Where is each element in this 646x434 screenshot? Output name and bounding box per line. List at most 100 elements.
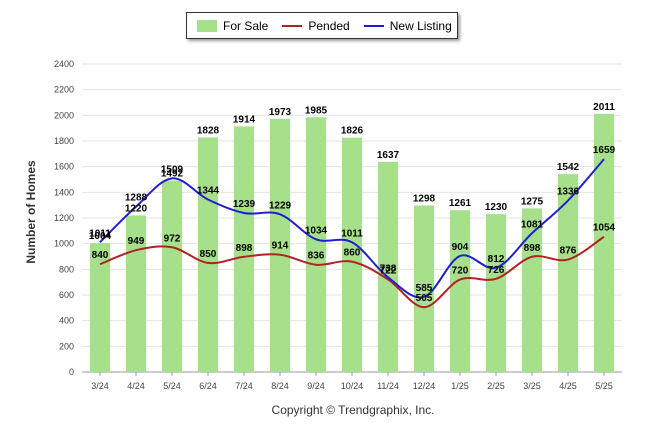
bar (161, 180, 183, 372)
legend-swatch-pended (282, 24, 303, 27)
x-tick-label: 6/24 (199, 381, 217, 391)
line-data-label: 836 (308, 251, 325, 262)
bar-data-label: 1220 (125, 203, 148, 214)
x-tick-label: 2/25 (487, 381, 505, 391)
line-data-label: 1336 (557, 187, 580, 198)
bar-data-label: 1261 (449, 198, 472, 209)
line-data-label: 876 (560, 246, 577, 257)
bar-data-label: 1826 (341, 126, 364, 137)
x-tick-label: 5/25 (595, 381, 613, 391)
x-tick-label: 3/25 (523, 381, 541, 391)
bar (305, 117, 327, 372)
x-tick-label: 3/24 (91, 381, 109, 391)
bar-data-label: 1492 (161, 169, 184, 180)
y-tick-label: 2400 (54, 59, 74, 69)
line-data-label: 949 (128, 236, 145, 247)
bar-data-label: 1004 (89, 231, 112, 242)
bar-data-label: 1985 (305, 105, 328, 116)
legend-label-new-listing: New Listing (389, 18, 452, 33)
line-data-label: 1011 (341, 228, 363, 239)
legend: For Sale Pended New Listing (186, 12, 458, 39)
y-tick-label: 2200 (54, 85, 74, 95)
line-data-label: 840 (92, 250, 109, 261)
legend-label-for-sale: For Sale (223, 18, 269, 33)
y-tick-label: 2000 (54, 110, 74, 120)
line-data-label: 1054 (593, 223, 616, 234)
line-data-label: 1659 (593, 145, 616, 156)
bar-data-label: 1275 (521, 196, 544, 207)
x-tick-label: 11/24 (377, 381, 399, 391)
line-data-label: 1344 (197, 186, 220, 197)
bar (269, 118, 291, 372)
y-tick-label: 1800 (54, 136, 74, 146)
x-tick-label: 8/24 (271, 381, 289, 391)
line-data-label: 898 (524, 243, 541, 254)
line-data-label: 1229 (269, 200, 292, 211)
line-data-label: 720 (452, 266, 469, 277)
y-tick-label: 600 (59, 290, 74, 300)
series-line-new-listing (99, 158, 605, 299)
line-data-label: 1034 (305, 225, 328, 236)
bar (413, 205, 435, 372)
bar-data-label: 1914 (233, 114, 256, 125)
line-data-label: 1288 (125, 193, 148, 204)
y-tick-label: 200 (59, 341, 74, 351)
copyright-text: Copyright © Trendgraphix, Inc. (271, 403, 435, 417)
line-data-label: 972 (164, 233, 181, 244)
bar-data-label: 1298 (413, 193, 436, 204)
bar (197, 137, 219, 372)
line-data-label: 860 (344, 248, 361, 259)
line-data-label: 1239 (233, 199, 256, 210)
bar-data-label: 1973 (269, 107, 292, 118)
bar (341, 137, 363, 372)
bar (89, 243, 111, 372)
line-data-label: 904 (452, 242, 469, 253)
series-line-pended (99, 235, 605, 309)
y-axis-label: Number of Homes (24, 160, 38, 264)
line-data-label: 898 (236, 243, 253, 254)
y-tick-label: 1200 (54, 213, 74, 223)
bar-data-label: 1230 (485, 202, 508, 213)
line-data-label: 738 (380, 263, 397, 274)
y-tick-label: 1600 (54, 162, 74, 172)
bar-data-label: 2011 (593, 102, 615, 113)
line-data-label: 722 (380, 265, 397, 276)
line-data-label: 1011 (89, 228, 111, 239)
legend-item-for-sale: For Sale (197, 19, 268, 33)
bar (125, 215, 147, 372)
line-data-label: 1509 (161, 164, 184, 175)
bar (377, 161, 399, 372)
legend-swatch-for-sale (197, 19, 217, 32)
legend-swatch-new-listing (363, 24, 384, 27)
x-tick-label: 4/24 (127, 381, 145, 391)
bar-data-label: 1828 (197, 125, 220, 136)
bar (485, 214, 507, 372)
y-tick-label: 800 (59, 264, 74, 274)
x-tick-label: 12/24 (413, 381, 436, 391)
bar (521, 208, 543, 372)
legend-item-pended: Pended (282, 18, 350, 33)
bar-data-label: 1637 (377, 150, 400, 161)
y-tick-label: 1400 (54, 187, 74, 197)
bar (557, 174, 579, 372)
line-data-label: 850 (200, 249, 217, 260)
line-data-label: 812 (488, 254, 505, 265)
x-tick-label: 9/24 (307, 381, 325, 391)
bar (449, 210, 471, 372)
line-data-label: 505 (416, 293, 433, 304)
x-tick-label: 5/24 (163, 381, 181, 391)
line-data-label: 1081 (521, 219, 544, 230)
x-tick-label: 1/25 (451, 381, 469, 391)
y-tick-label: 0 (69, 367, 74, 377)
legend-item-new-listing: New Listing (363, 18, 452, 33)
bar (593, 113, 615, 373)
legend-label-pended: Pended (308, 18, 350, 33)
line-data-label: 585 (416, 283, 433, 294)
line-data-label: 726 (488, 265, 505, 276)
line-data-label: 914 (272, 241, 289, 252)
bar (233, 126, 255, 373)
x-tick-label: 4/25 (559, 381, 577, 391)
y-tick-label: 1000 (54, 239, 74, 249)
